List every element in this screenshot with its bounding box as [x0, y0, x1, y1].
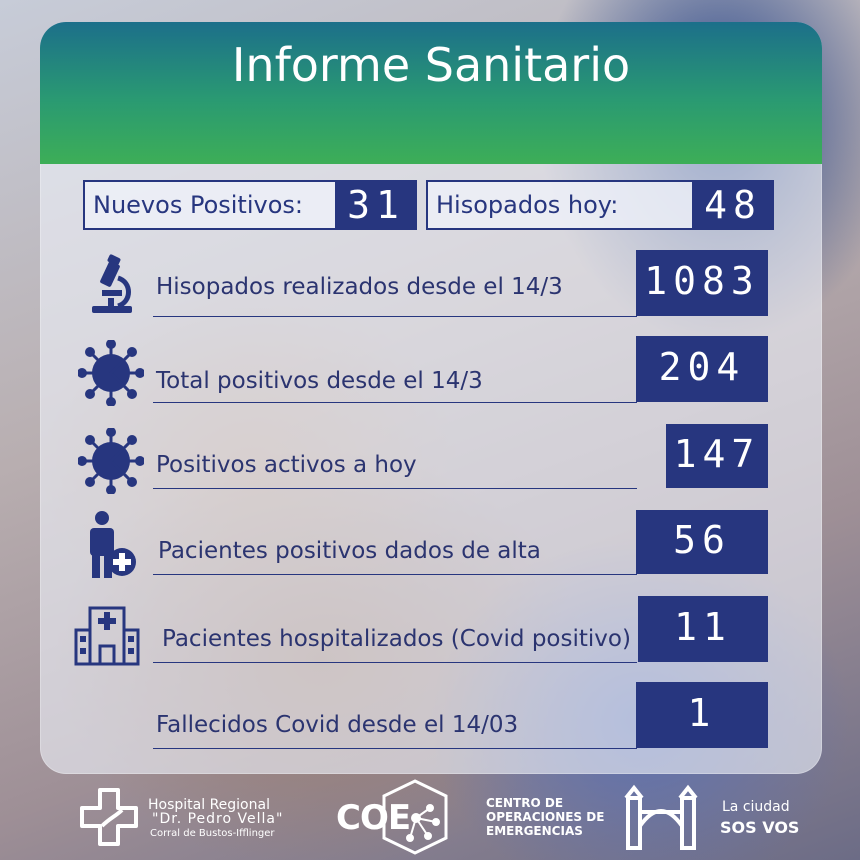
virus-icon [78, 340, 144, 406]
header-banner: Informe Sanitario [40, 22, 822, 164]
divider-line [153, 316, 637, 317]
divider-line [153, 488, 637, 489]
page-title: Informe Sanitario [231, 38, 631, 92]
city-slogan-line1: La ciudad [722, 799, 790, 815]
divider-line [153, 662, 637, 663]
stat-value-active-positives: 147 [666, 424, 768, 488]
city-arch-icon [624, 784, 698, 850]
city-slogan-line2: SOS VOS [720, 818, 800, 837]
divider-line [153, 748, 637, 749]
microscope-icon [92, 254, 132, 313]
new-positives-box: Nuevos Positivos: 31 [83, 180, 417, 230]
stat-label-discharged: Pacientes positivos dados de alta [158, 538, 541, 564]
stat-label-deaths: Fallecidos Covid desde el 14/03 [156, 712, 519, 738]
swabs-today-box: Hisopados hoy: 48 [426, 180, 774, 230]
stat-label-active-positives: Positivos activos a hoy [156, 452, 417, 478]
stat-value-swabs-total: 1083 [636, 250, 768, 316]
stat-value-deaths: 1 [636, 682, 768, 748]
hospital-logo: Hospital Regional "Dr. Pedro Vella" Corr… [80, 788, 310, 848]
divider-line [153, 574, 637, 575]
divider-line [153, 402, 637, 403]
shield-network-icon [382, 779, 448, 855]
stat-label-swabs-total: Hisopados realizados desde el 14/3 [156, 274, 563, 300]
hospital-name-line1: Hospital Regional [148, 797, 270, 813]
coe-logo-text: COE [336, 798, 411, 838]
virus-icon [78, 428, 144, 494]
coe-name-line3: EMERGENCIAS [486, 824, 583, 838]
medical-cross-icon [80, 788, 138, 846]
new-positives-value: 31 [335, 180, 417, 230]
coe-name-line2: OPERACIONES DE [486, 810, 605, 824]
stat-value-positives-total: 204 [636, 336, 768, 402]
stat-value-hospitalized: 11 [638, 596, 768, 662]
swabs-today-label: Hisopados hoy: [436, 191, 619, 219]
coe-logo: COE CENTRO DE OPERACIONES DE EMERGENCIAS [336, 778, 606, 856]
patient-discharge-icon [90, 511, 136, 578]
hospital-icon [74, 606, 140, 666]
stat-value-discharged: 56 [636, 510, 768, 574]
stat-label-hospitalized: Pacientes hospitalizados (Covid positivo… [162, 626, 631, 652]
coe-name-line1: CENTRO DE [486, 796, 564, 810]
swabs-today-value: 48 [692, 180, 774, 230]
stat-label-positives-total: Total positivos desde el 14/3 [156, 368, 483, 394]
new-positives-label: Nuevos Positivos: [93, 191, 303, 219]
city-logo: La ciudad SOS VOS [624, 782, 824, 852]
report-card: Informe Sanitario Nuevos Positivos: 31 H… [40, 22, 822, 774]
hospital-name-line2: "Dr. Pedro Vella" [152, 811, 284, 827]
hospital-location: Corral de Bustos-Ifflinger [150, 828, 275, 839]
